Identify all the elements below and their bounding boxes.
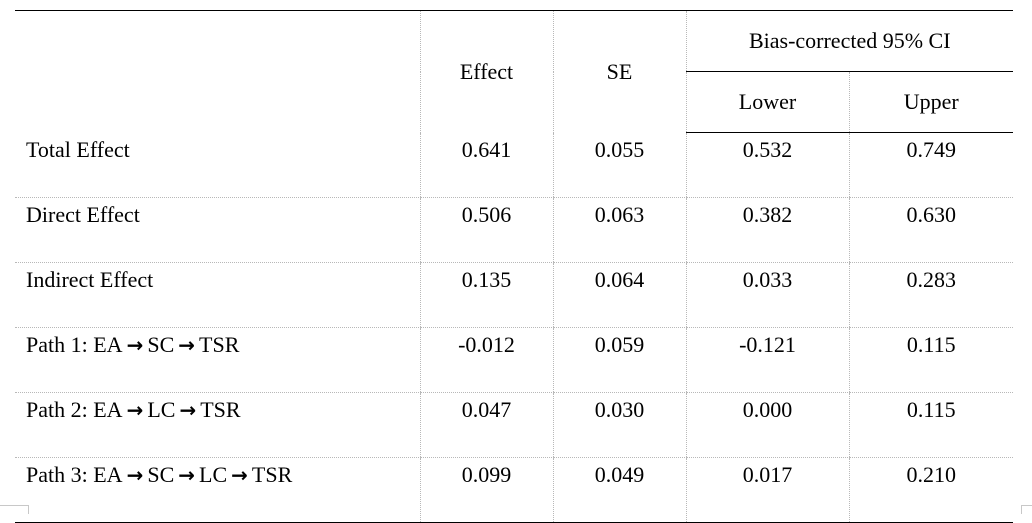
header-row-1: Effect SE Bias-corrected 95% CI <box>15 10 1013 133</box>
arrow-right-icon: → <box>126 463 144 487</box>
mediation-effects-table: Effect SE Bias-corrected 95% CI Lower Up… <box>15 10 1013 523</box>
cell-upper: 0.210 <box>848 457 1013 523</box>
cell-se: 0.055 <box>552 132 686 198</box>
path-node: TSR <box>200 397 241 422</box>
path-node: LC <box>147 397 176 422</box>
arrow-right-icon: → <box>126 398 144 422</box>
cell-se: 0.049 <box>552 457 686 523</box>
cell-upper: 0.283 <box>848 262 1013 328</box>
cell-lower: 0.017 <box>685 457 849 523</box>
header-upper: Upper <box>848 71 1013 133</box>
header-empty-cell <box>15 10 420 133</box>
row-label-text: Direct Effect <box>26 202 140 227</box>
arrow-right-icon: → <box>178 463 196 487</box>
table-row: Indirect Effect 0.135 0.064 0.033 0.283 <box>15 262 1013 328</box>
cell-se: 0.064 <box>552 262 686 328</box>
row-label-text: Indirect Effect <box>26 267 154 292</box>
row-label-text: Path 3: EA <box>26 462 123 487</box>
table-row: Total Effect 0.641 0.055 0.532 0.749 <box>15 132 1013 198</box>
arrow-right-icon: → <box>231 463 248 487</box>
arrow-right-icon: → <box>126 333 144 357</box>
table-row: Path 1: EA → SC → TSR -0.012 0.059 -0.121 0.115 <box>15 327 1013 393</box>
cell-upper: 0.630 <box>848 197 1013 263</box>
row-label: Path 2: EA → LC → TSR <box>15 392 420 458</box>
header-effect: Effect <box>419 10 553 133</box>
table-body: Total Effect 0.641 0.055 0.532 0.749 Direct E… <box>15 132 1013 523</box>
cell-upper: 0.115 <box>848 327 1013 393</box>
row-label-text: Path 2: EA <box>26 397 123 422</box>
row-label: Path 1: EA → SC → TSR <box>15 327 420 393</box>
path-node: SC <box>147 462 175 487</box>
path-node: TSR <box>199 332 240 357</box>
cell-effect: 0.506 <box>419 197 553 263</box>
row-label: Direct Effect <box>15 197 420 263</box>
page-corner-mark <box>0 505 29 514</box>
cell-effect: 0.641 <box>419 132 553 198</box>
cell-se: 0.063 <box>552 197 686 263</box>
row-label: Indirect Effect <box>15 262 420 328</box>
table-frame: Effect SE Bias-corrected 95% CI Lower Up… <box>15 10 1013 523</box>
cell-upper: 0.115 <box>848 392 1013 458</box>
cell-effect: 0.047 <box>419 392 553 458</box>
cell-lower: 0.382 <box>685 197 849 263</box>
path-node: LC <box>199 462 228 487</box>
arrow-right-icon: → <box>179 398 197 422</box>
page-corner-mark-right <box>1021 505 1032 514</box>
header-se: SE <box>552 10 686 133</box>
cell-effect: 0.135 <box>419 262 553 328</box>
path-node: SC <box>147 332 175 357</box>
path-node: TSR <box>251 462 293 487</box>
cell-lower: 0.033 <box>685 262 849 328</box>
header-ci-group: Bias-corrected 95% CI <box>685 10 1013 72</box>
cell-se: 0.059 <box>552 327 686 393</box>
header-lower: Lower <box>685 71 849 133</box>
arrow-right-icon: → <box>178 333 196 357</box>
cell-se: 0.030 <box>552 392 686 458</box>
cell-lower: 0.000 <box>685 392 849 458</box>
row-label-text: Total Effect <box>26 136 130 162</box>
cell-effect: 0.099 <box>419 457 553 523</box>
row-label-text: Path 1: EA <box>26 332 123 357</box>
table-row: Path 2: EA → LC → TSR 0.047 0.030 0.000 0.115 <box>15 392 1013 458</box>
table-row: Direct Effect 0.506 0.063 0.382 0.630 <box>15 197 1013 263</box>
cell-lower: 0.532 <box>685 132 849 198</box>
header-row-2: Lower Upper <box>15 71 1013 133</box>
cell-upper: 0.749 <box>848 132 1013 198</box>
row-label: Total Effect <box>15 132 420 198</box>
cell-lower: -0.121 <box>685 327 849 393</box>
cell-effect: -0.012 <box>419 327 553 393</box>
